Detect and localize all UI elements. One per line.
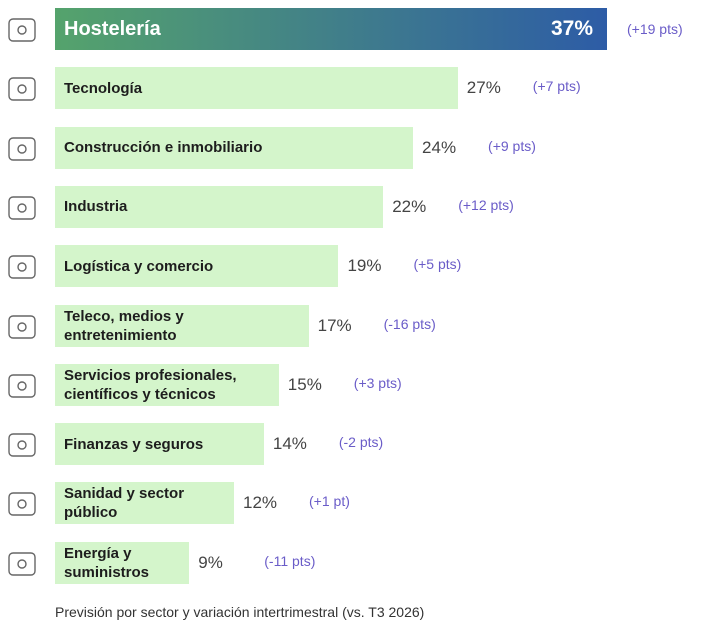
- value-label: 15%: [287, 374, 322, 394]
- sector-icon: [8, 551, 36, 576]
- bar: [55, 67, 458, 110]
- category-label: Finanzas y seguros: [64, 435, 204, 453]
- bar: [55, 245, 339, 288]
- bar: [55, 482, 235, 525]
- category-label: Tecnología: [64, 79, 143, 97]
- value-label: 14%: [272, 434, 307, 454]
- bar: [55, 8, 607, 50]
- caption: Previsión por sector y variación intertr…: [55, 604, 425, 620]
- bar: [55, 423, 264, 466]
- value-label: 27%: [466, 78, 501, 98]
- change-label: (-16 pts): [383, 315, 436, 332]
- change-label: (+7 pts): [532, 78, 581, 95]
- sector-icon: [8, 77, 36, 101]
- sector-icon: [8, 255, 36, 279]
- change-label: (+1 pt): [309, 493, 350, 510]
- value-label: 12%: [243, 493, 278, 513]
- bar: [55, 185, 384, 228]
- change-label: (+5 pts): [413, 256, 462, 273]
- value-label: 19%: [347, 256, 382, 276]
- value-label: 9%: [198, 552, 223, 572]
- category-label: Logística y comercio: [64, 257, 214, 275]
- change-label: (-2 pts): [338, 434, 384, 451]
- category-label: Energía y suministros: [64, 544, 150, 581]
- sector-icon: [8, 314, 36, 339]
- sector-icon: [8, 18, 36, 42]
- value-label: 22%: [392, 196, 427, 216]
- value-label: 37%: [550, 17, 593, 40]
- category-label: Teleco, medios y entretenimiento: [64, 307, 184, 344]
- category-label: Hostelería: [64, 17, 161, 40]
- change-label: (+12 pts): [458, 196, 514, 213]
- bar: [55, 126, 414, 169]
- sector-icon: [8, 433, 36, 457]
- sector-icon: [8, 492, 36, 517]
- sector-icon: [8, 196, 36, 220]
- category-label: Sanidad y sector público: [64, 485, 185, 522]
- sector-icon: [8, 374, 36, 398]
- change-label: (-11 pts): [264, 552, 316, 569]
- category-label: Industria: [64, 198, 128, 216]
- bar: [55, 304, 309, 347]
- category-label: Construcción e inmobiliario: [64, 139, 263, 157]
- value-label: 17%: [317, 315, 352, 335]
- category-label: Servicios profesionales, científicos y t…: [64, 366, 237, 403]
- bar: [55, 541, 190, 584]
- change-label: (+19 pts): [627, 21, 683, 37]
- change-label: (+9 pts): [488, 137, 536, 154]
- change-label: (+3 pts): [353, 374, 402, 391]
- value-label: 24%: [422, 137, 457, 157]
- bar: [55, 363, 279, 406]
- sector-icon: [8, 136, 36, 161]
